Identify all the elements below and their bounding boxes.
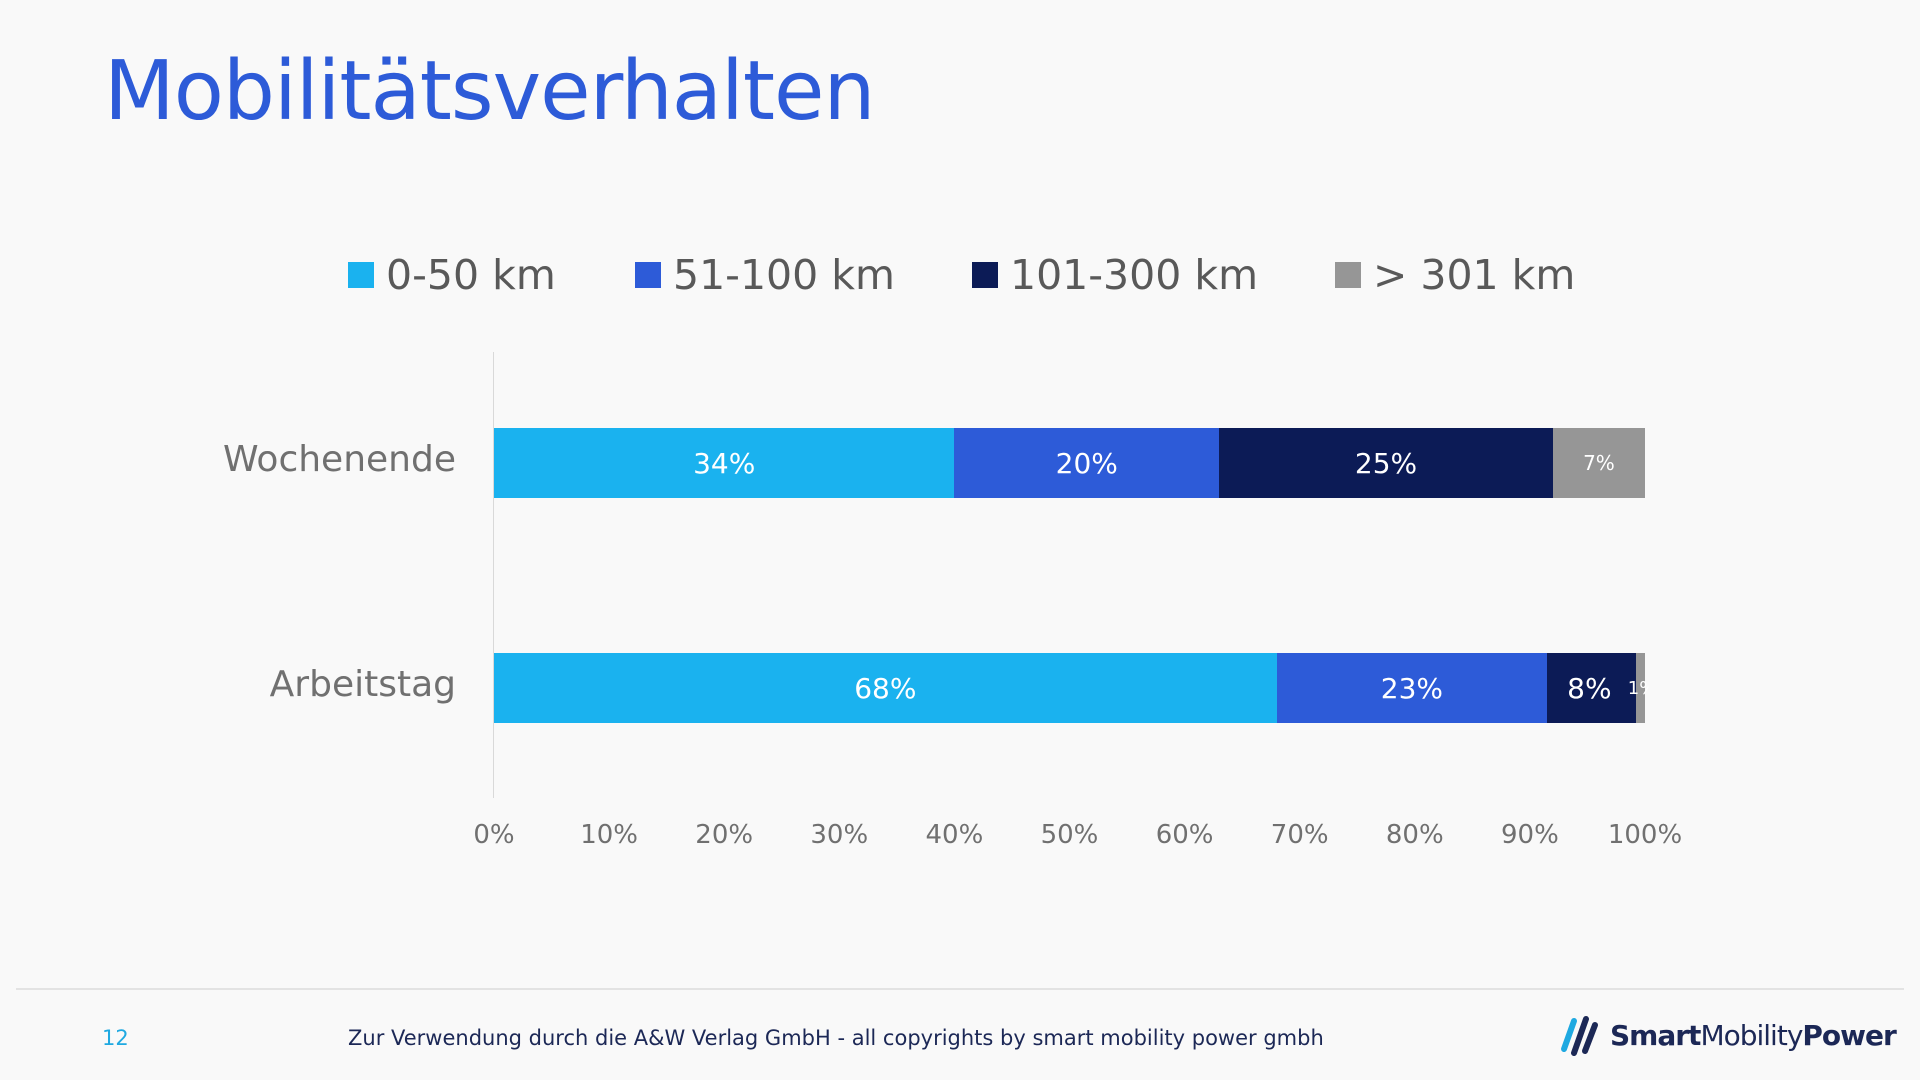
company-logo: SmartMobilityPower bbox=[1560, 1012, 1897, 1058]
legend-item: 0-50 km bbox=[348, 248, 556, 302]
bar-segment: 25% bbox=[1219, 428, 1553, 498]
bar-segment: 34% bbox=[494, 428, 955, 498]
data-label: 23% bbox=[1380, 671, 1444, 705]
tick-label: 0% bbox=[473, 820, 515, 850]
bar-segment: 20% bbox=[954, 428, 1220, 498]
logo-wordmark: SmartMobilityPower bbox=[1610, 1018, 1897, 1052]
page-number: 12 bbox=[102, 1026, 129, 1050]
tick-label: 40% bbox=[925, 820, 984, 850]
data-label: 68% bbox=[854, 671, 917, 705]
legend-item: > 301 km bbox=[1335, 248, 1575, 302]
logo-mark-icon bbox=[1561, 1016, 1598, 1056]
footer-copyright: Zur Verwendung durch die A&W Verlag GmbH… bbox=[348, 1026, 1324, 1050]
tick-label: 100% bbox=[1607, 820, 1683, 850]
bar-segment: 1% bbox=[1628, 653, 1648, 723]
category-label: Wochenende bbox=[222, 439, 456, 480]
footer-divider bbox=[16, 988, 1904, 990]
data-label: 8% bbox=[1567, 671, 1612, 705]
legend-swatch bbox=[972, 262, 998, 288]
bar-segment: 7% bbox=[1552, 428, 1645, 498]
legend-item: 51-100 km bbox=[635, 248, 895, 302]
bar-row: 34% 20% 25% 7% bbox=[494, 428, 1645, 498]
bar-segment: 8% bbox=[1547, 653, 1636, 723]
data-label: 20% bbox=[1055, 446, 1118, 480]
legend-item: 101-300 km bbox=[972, 248, 1258, 302]
slide-title: Mobilitätsverhalten bbox=[104, 44, 875, 139]
legend-label: 0-50 km bbox=[386, 251, 556, 299]
legend-swatch bbox=[348, 262, 374, 288]
tick-label: 60% bbox=[1155, 820, 1214, 850]
category-axis-line bbox=[493, 352, 494, 798]
legend-swatch bbox=[1335, 262, 1361, 288]
category-label: Arbeitstag bbox=[269, 664, 456, 705]
chart-legend: 0-50 km 51-100 km 101-300 km > 301 km bbox=[348, 248, 1668, 302]
data-label: 34% bbox=[693, 446, 756, 480]
bar-segment: 23% bbox=[1276, 653, 1548, 723]
tick-label: 80% bbox=[1385, 820, 1444, 850]
legend-label: 101-300 km bbox=[1010, 251, 1259, 299]
legend-label: > 301 km bbox=[1373, 251, 1576, 299]
data-label: 1% bbox=[1627, 677, 1657, 699]
legend-swatch bbox=[635, 262, 661, 288]
tick-label: 50% bbox=[1040, 820, 1099, 850]
data-label: 7% bbox=[1583, 451, 1615, 475]
tick-label: 20% bbox=[695, 820, 754, 850]
tick-label: 10% bbox=[580, 820, 638, 850]
data-label: 25% bbox=[1354, 446, 1418, 480]
tick-label: 70% bbox=[1270, 820, 1329, 850]
bar-segment: 68% bbox=[494, 653, 1277, 723]
tick-label: 90% bbox=[1500, 820, 1559, 850]
tick-label: 30% bbox=[810, 820, 869, 850]
bar-row: 68% 23% 8% 1% bbox=[494, 653, 1648, 723]
legend-label: 51-100 km bbox=[673, 251, 895, 299]
